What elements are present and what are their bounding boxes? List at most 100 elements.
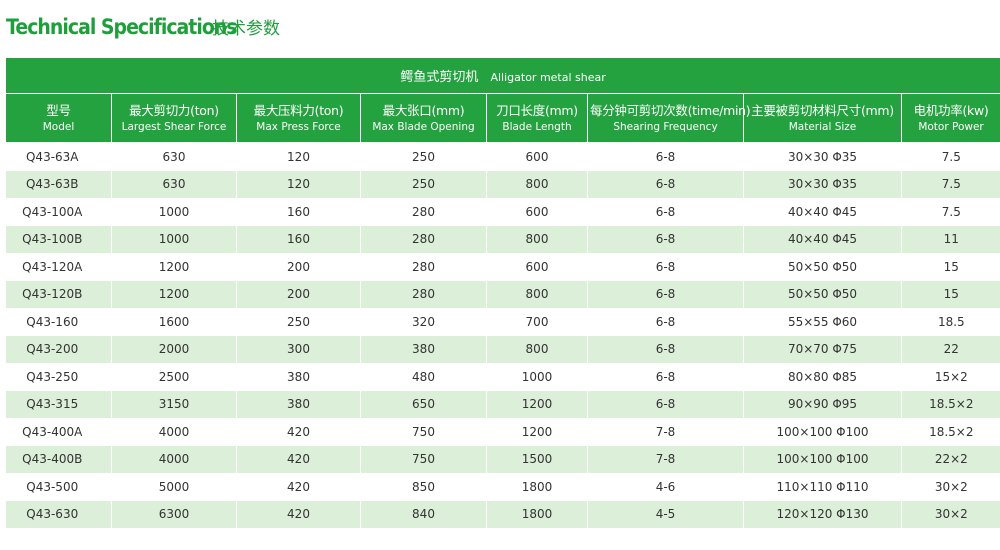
table-cell: 30×30 Φ35 — [743, 142, 902, 171]
model-cell: Q43-120B — [5, 280, 112, 308]
table-cell: 6-8 — [587, 142, 744, 171]
table-cell: 700 — [486, 308, 588, 336]
model-cell: Q43-500 — [5, 473, 112, 501]
table-cell: 55×55 Φ60 — [743, 308, 902, 336]
table-row: Q43-500 5000 420 850 1800 4-6 110×110 Φ110 30×2 — [5, 473, 1000, 501]
model-cell: Q43-120A — [5, 253, 112, 281]
column-header: 最大剪切力(ton) Largest Shear Force — [111, 93, 237, 143]
column-header-chinese: 最大剪切力(ton) — [129, 102, 219, 118]
table-cell: 200 — [236, 253, 361, 281]
table-row: Q43-63B 630 120 250 800 6-8 30×30 Φ35 7.5 — [5, 170, 1000, 198]
table-cell: 120×120 Φ130 — [743, 500, 902, 528]
table-cell: 7-8 — [587, 418, 744, 446]
table-cell: 40×40 Φ45 — [743, 225, 902, 253]
table-cell: 18.5×2 — [901, 418, 1000, 446]
table-cell: 420 — [236, 418, 361, 446]
table-cell: 280 — [360, 280, 487, 308]
table-cell: 15×2 — [901, 363, 1000, 391]
page-header: Technical Specifications 技术参数 — [6, 14, 280, 48]
column-header-english: Material Size — [788, 120, 857, 133]
table-row: Q43-400B 4000 420 750 1500 7-8 100×100 Φ100 22×… — [5, 445, 1000, 473]
table-caption-row: 鳄鱼式剪切机 Alligator metal shear — [4, 57, 1000, 94]
table-cell: 800 — [486, 280, 588, 308]
table-row: Q43-250 2500 380 480 1000 6-8 80×80 Φ85 15×2 — [5, 363, 1000, 391]
table-cell: 70×70 Φ75 — [743, 335, 902, 363]
table-cell: 22 — [901, 335, 1000, 363]
table-cell: 630 — [111, 142, 237, 171]
table-cell: 750 — [360, 445, 487, 473]
page-title-chinese: 技术参数 — [212, 19, 280, 39]
table-caption-english: Alligator metal shear — [490, 71, 606, 84]
table-row: Q43-100A 1000 160 280 600 6-8 40×40 Φ45 7.5 — [5, 198, 1000, 226]
table-cell: 630 — [111, 170, 237, 198]
table-cell: 30×2 — [901, 500, 1000, 528]
table-cell: 1200 — [486, 390, 588, 418]
table-cell: 280 — [360, 198, 487, 226]
column-header: 主要被剪切材料尺寸(mm) Material Size — [743, 93, 902, 143]
table-cell: 380 — [360, 335, 487, 363]
table-cell: 840 — [360, 500, 487, 528]
table-cell: 1500 — [486, 445, 588, 473]
table-cell: 120 — [236, 170, 361, 198]
table-cell: 420 — [236, 500, 361, 528]
column-header: 刀口长度(mm) Blade Length — [486, 93, 588, 143]
table-cell: 300 — [236, 335, 361, 363]
table-cell: 6-8 — [587, 390, 744, 418]
table-cell: 7-8 — [587, 445, 744, 473]
column-header: 电机功率(kw) Motor Power — [900, 93, 1000, 143]
table-cell: 30×30 Φ35 — [743, 170, 902, 198]
table-cell: 650 — [360, 390, 487, 418]
table-cell: 850 — [360, 473, 487, 501]
table-cell: 4000 — [111, 418, 237, 446]
model-cell: Q43-200 — [5, 335, 112, 363]
table-row: Q43-160 1600 250 320 700 6-8 55×55 Φ60 18.5 — [5, 308, 1000, 336]
model-cell: Q43-250 — [5, 363, 112, 391]
column-header-chinese: 主要被剪切材料尺寸(mm) — [751, 102, 894, 118]
table-cell: 600 — [486, 253, 588, 281]
model-cell: Q43-160 — [5, 308, 112, 336]
column-header-chinese: 最大压料力(ton) — [253, 102, 344, 118]
table-cell: 2000 — [111, 335, 237, 363]
table-cell: 50×50 Φ50 — [743, 280, 902, 308]
table-cell: 750 — [360, 418, 487, 446]
table-cell: 6300 — [111, 500, 237, 528]
table-cell: 1200 — [111, 253, 237, 281]
table-cell: 6-8 — [587, 363, 744, 391]
table-cell: 1000 — [486, 363, 588, 391]
page-title: Technical Specifications — [6, 15, 238, 39]
table-cell: 480 — [360, 363, 487, 391]
table-cell: 90×90 Φ95 — [743, 390, 902, 418]
table-cell: 6-8 — [587, 335, 744, 363]
table-row: Q43-315 3150 380 650 1200 6-8 90×90 Φ95 18.5×2 — [5, 390, 1000, 418]
table-cell: 600 — [486, 142, 588, 171]
table-row: Q43-120A 1200 200 280 600 6-8 50×50 Φ50 15 — [5, 253, 1000, 281]
table-cell: 200 — [236, 280, 361, 308]
model-cell: Q43-63B — [5, 170, 112, 198]
table-row: Q43-630 6300 420 840 1800 4-5 120×120 Φ130 30×2 — [5, 500, 1000, 528]
table-cell: 160 — [236, 198, 361, 226]
table-cell: 600 — [486, 198, 588, 226]
table-cell: 280 — [360, 225, 487, 253]
model-cell: Q43-100B — [5, 225, 112, 253]
table-cell: 1200 — [486, 418, 588, 446]
column-header-chinese: 电机功率(kw) — [913, 102, 989, 118]
table-cell: 250 — [360, 142, 487, 171]
table-cell: 120 — [236, 142, 361, 171]
table-cell: 18.5 — [901, 308, 1000, 336]
table-cell: 250 — [360, 170, 487, 198]
table-cell: 420 — [236, 473, 361, 501]
table-caption-chinese: 鳄鱼式剪切机 — [400, 70, 479, 85]
table-cell: 6-8 — [587, 308, 744, 336]
column-header-english: Blade Length — [502, 120, 572, 133]
table-cell: 380 — [236, 363, 361, 391]
table-header-row: 型号 Model 最大剪切力(ton) Largest Shear Force 最大压料… — [5, 93, 1000, 143]
table-cell: 800 — [486, 225, 588, 253]
table-cell: 320 — [360, 308, 487, 336]
column-header: 每分钟可剪切次数(time/min) Shearing Frequency — [587, 93, 751, 143]
table-cell: 22×2 — [901, 445, 1000, 473]
table-cell: 3150 — [111, 390, 237, 418]
column-header-chinese: 最大张口(mm) — [382, 102, 465, 118]
model-cell: Q43-100A — [5, 198, 112, 226]
table-row: Q43-400A 4000 420 750 1200 7-8 100×100 Φ100 18.… — [5, 418, 1000, 446]
table-cell: 15 — [901, 280, 1000, 308]
